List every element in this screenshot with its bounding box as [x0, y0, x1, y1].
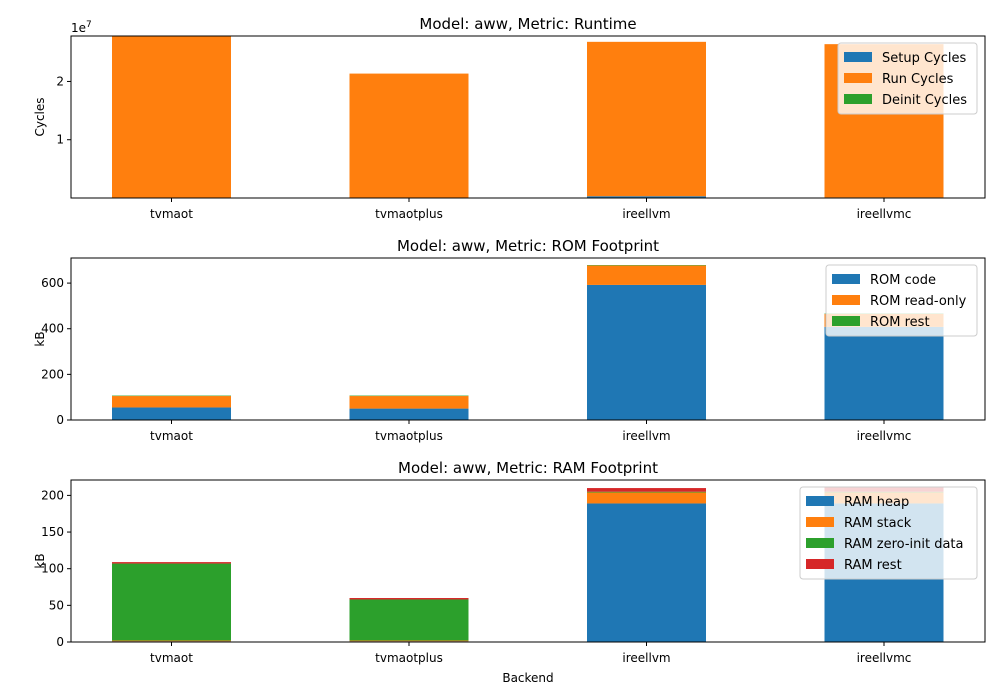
- chart-title: Model: aww, Metric: ROM Footprint: [397, 237, 659, 255]
- bar-tvmaot-ram-zero-init-data: [112, 563, 231, 641]
- x-tick-label: ireellvm: [622, 207, 670, 221]
- y-axis-label: kB: [33, 331, 47, 346]
- axes-frame: [70, 257, 986, 421]
- legend-swatch: [832, 316, 860, 326]
- bar-ireellvm-ram-heap: [587, 503, 706, 642]
- legend-label: Deinit Cycles: [882, 93, 967, 108]
- axes-frame: [70, 479, 986, 643]
- x-tick-label: tvmaotplus: [375, 207, 443, 221]
- x-tick-label: tvmaot: [150, 429, 193, 443]
- chart-title: Model: aww, Metric: Runtime: [419, 15, 636, 33]
- legend-label: Run Cycles: [882, 72, 954, 87]
- legend-label: RAM stack: [844, 516, 912, 531]
- bar-ireellvm-ram-stack: [587, 492, 706, 504]
- x-tick-label: ireellvm: [622, 429, 670, 443]
- y-tick-label: 150: [41, 525, 64, 539]
- bar-tvmaotplus-rom-read-only: [349, 396, 469, 409]
- y-tick-label: 1: [56, 133, 64, 147]
- legend-box: [837, 42, 978, 115]
- y-tick-label: 50: [49, 598, 64, 612]
- legend-label: ROM code: [870, 273, 936, 288]
- y-tick-label: 0: [56, 635, 64, 649]
- x-tick-label: tvmaotplus: [375, 651, 443, 665]
- bar-tvmaot-run-cycles: [112, 36, 231, 198]
- bar-tvmaot-rom-read-only: [112, 396, 231, 408]
- legend-box: [799, 486, 978, 580]
- bar-ireellvm-rom-read-only: [587, 265, 706, 285]
- bar-tvmaotplus-rom-code: [349, 408, 469, 420]
- x-tick-label: ireellvmc: [857, 429, 912, 443]
- legend-swatch: [844, 94, 872, 104]
- bar-ireellvmc-rom-code: [824, 326, 944, 420]
- bar-ireellvm-setup-cycles: [587, 196, 706, 198]
- bar-tvmaotplus-ram-stack: [349, 640, 469, 642]
- legend-label: RAM heap: [844, 495, 909, 510]
- x-tick-label: ireellvmc: [857, 207, 912, 221]
- legend-label: RAM rest: [844, 558, 902, 573]
- x-tick-label: ireellvm: [622, 651, 670, 665]
- bar-tvmaotplus-ram-zero-init-data: [349, 599, 469, 641]
- bar-tvmaot-ram-rest: [112, 562, 231, 564]
- legend-swatch: [806, 496, 834, 506]
- y-axis-label: kB: [33, 553, 47, 568]
- legend-swatch: [832, 274, 860, 284]
- bar-ireellvm-ram-zero-init-data: [587, 491, 706, 493]
- legend-swatch: [844, 52, 872, 62]
- legend-swatch: [806, 517, 834, 527]
- x-tick-label: tvmaot: [150, 651, 193, 665]
- y-tick-label: 100: [41, 562, 64, 576]
- legend-label: Setup Cycles: [882, 51, 966, 66]
- y-tick-label: 0: [56, 413, 64, 427]
- y-tick-label: 200: [41, 488, 64, 502]
- legend-label: RAM zero-init data: [844, 537, 964, 552]
- bar-tvmaot-ram-stack: [112, 640, 231, 642]
- x-tick-label: tvmaotplus: [375, 429, 443, 443]
- bar-ireellvm-rom-code: [587, 284, 706, 420]
- legend-label: ROM read-only: [870, 294, 967, 309]
- legend-swatch: [806, 538, 834, 548]
- bar-ireellvm-ram-rest: [587, 488, 706, 492]
- axes-frame: [70, 35, 986, 199]
- x-tick-label: ireellvmc: [857, 651, 912, 665]
- bar-ireellvm-run-cycles: [587, 41, 706, 197]
- y-tick-label: 400: [41, 322, 64, 336]
- bar-tvmaot-rom-code: [112, 407, 231, 420]
- chart-title: Model: aww, Metric: RAM Footprint: [398, 459, 658, 477]
- legend-swatch: [806, 559, 834, 569]
- legend-label: ROM rest: [870, 315, 930, 330]
- y-axis-label: Cycles: [33, 97, 47, 136]
- x-tick-label: tvmaot: [150, 207, 193, 221]
- legend-swatch: [832, 295, 860, 305]
- y-tick-label: 600: [41, 276, 64, 290]
- y-tick-label: 2: [56, 74, 64, 88]
- y-tick-label: 200: [41, 367, 64, 381]
- x-axis-label: Backend: [502, 671, 553, 685]
- legend-swatch: [844, 73, 872, 83]
- bar-tvmaotplus-run-cycles: [349, 73, 469, 198]
- legend-box: [825, 264, 978, 337]
- axis-offset-text: 1e7: [71, 20, 92, 35]
- bar-tvmaotplus-ram-rest: [349, 598, 469, 600]
